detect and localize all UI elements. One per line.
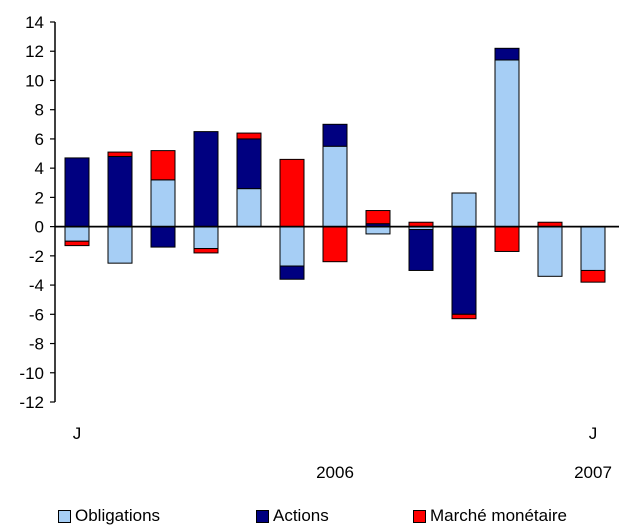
bar-segment-obligations xyxy=(64,226,90,242)
legend: Obligations Actions Marché monétaire xyxy=(0,504,619,529)
x-year-label: 2006 xyxy=(316,463,354,482)
x-year-label: 2007 xyxy=(574,463,612,482)
y-tick-label: -8 xyxy=(29,335,44,354)
legend-swatch-obligations xyxy=(58,509,71,523)
bar-segment-march-mon-taire xyxy=(494,226,520,252)
legend-item-obligations: Obligations xyxy=(58,506,160,526)
bar-segment-march-mon-taire xyxy=(236,132,262,140)
bar-segment-march-mon-taire xyxy=(107,151,133,157)
bar-segment-obligations xyxy=(365,226,391,235)
bar-segment-actions xyxy=(150,226,176,248)
legend-swatch-actions xyxy=(256,509,269,523)
bar-segment-obligations xyxy=(322,145,348,228)
bar-segment-march-mon-taire xyxy=(451,313,477,320)
bar-segment-obligations xyxy=(193,226,219,250)
y-tick-label: 10 xyxy=(25,71,44,90)
bar-segment-actions xyxy=(494,47,520,61)
bar-segment-obligations xyxy=(279,226,305,267)
y-tick-label: 2 xyxy=(35,188,44,207)
y-tick-label: -10 xyxy=(19,364,44,383)
x-axis: J J 2006 2007 xyxy=(55,225,619,482)
bar-segment-march-mon-taire xyxy=(322,226,348,263)
y-axis: -12 -10 -8 -6 -4 -2 0 2 4 6 8 10 12 14 xyxy=(19,13,56,412)
bar-segment-obligations xyxy=(107,226,133,264)
y-tick-label: 0 xyxy=(35,218,44,237)
legend-label-marche-monetaire: Marché monétaire xyxy=(430,506,568,525)
bar-segment-march-mon-taire xyxy=(193,248,219,254)
x-tick-label: J xyxy=(73,424,82,443)
bar-segment-actions xyxy=(408,229,434,271)
legend-label-obligations: Obligations xyxy=(75,506,161,525)
bar-segment-obligations xyxy=(494,59,520,228)
legend-swatch-marche-monetaire xyxy=(413,509,426,523)
y-tick-label: 12 xyxy=(25,42,44,61)
bar-segment-march-mon-taire xyxy=(150,150,176,181)
bar-segment-march-mon-taire xyxy=(279,158,305,228)
bar-segment-actions xyxy=(451,226,477,315)
x-tick-label: J xyxy=(589,424,598,443)
y-tick-label: 6 xyxy=(35,130,44,149)
bar-segment-actions xyxy=(236,138,262,190)
bar-segment-actions xyxy=(64,157,90,228)
bar-segment-obligations xyxy=(580,226,606,271)
bar-segment-actions xyxy=(193,131,219,228)
legend-label-actions: Actions xyxy=(273,506,329,525)
legend-item-actions: Actions xyxy=(256,506,329,526)
bar-segment-actions xyxy=(279,265,305,280)
y-tick-label: -2 xyxy=(29,247,44,266)
y-tick-label: 14 xyxy=(25,13,44,32)
bar-segment-march-mon-taire xyxy=(64,240,90,247)
y-tick-label: -6 xyxy=(29,305,44,324)
legend-item-marche-monetaire: Marché monétaire xyxy=(413,506,567,526)
bar-segment-obligations xyxy=(537,226,563,277)
y-tick-label: 4 xyxy=(35,159,44,178)
bar-segment-actions xyxy=(107,155,133,228)
bar-segment-obligations xyxy=(451,192,477,228)
bar-segment-march-mon-taire xyxy=(365,210,391,225)
y-tick-label: -12 xyxy=(19,393,44,412)
bar-segment-march-mon-taire xyxy=(580,269,606,283)
bars xyxy=(64,47,606,320)
bar-segment-obligations xyxy=(236,188,262,228)
y-tick-label: -4 xyxy=(29,276,44,295)
bar-segment-actions xyxy=(322,123,348,147)
bar-segment-obligations xyxy=(150,179,176,228)
y-tick-label: 8 xyxy=(35,101,44,120)
